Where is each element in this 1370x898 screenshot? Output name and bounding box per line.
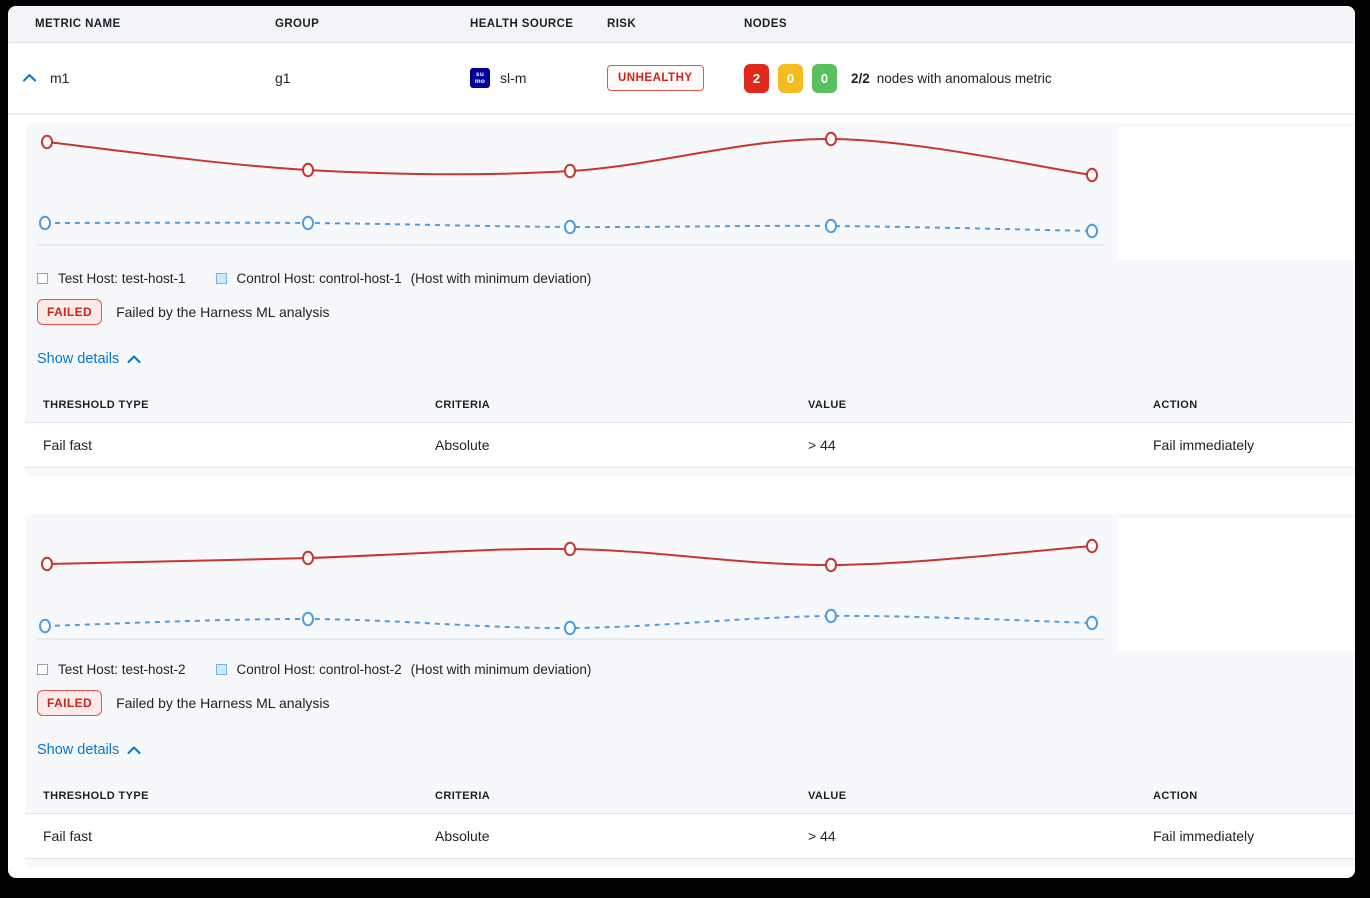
show-details-link-1[interactable]: Show details bbox=[37, 351, 141, 367]
line-chart bbox=[37, 538, 1105, 640]
th-threshold-type: THRESHOLD TYPE bbox=[43, 399, 149, 411]
threshold-details-table-2: THRESHOLD TYPE CRITERIA VALUE ACTION Fai… bbox=[25, 779, 1355, 859]
th-action: ACTION bbox=[1153, 790, 1198, 802]
healthy-nodes-badge: 0 bbox=[812, 63, 837, 93]
td-value: > 44 bbox=[808, 437, 836, 453]
chart-side-panel bbox=[1117, 127, 1355, 260]
th-value: VALUE bbox=[808, 399, 847, 411]
sumo-logic-icon: su mo bbox=[470, 68, 490, 88]
col-header-health-source: HEALTH SOURCE bbox=[470, 18, 574, 30]
failed-status-badge: FAILED bbox=[37, 299, 103, 325]
test-host-checkbox[interactable] bbox=[37, 272, 48, 284]
test-host-checkbox[interactable] bbox=[37, 663, 48, 675]
analysis-status-row-1: FAILED Failed by the Harness ML analysis bbox=[25, 299, 1355, 325]
threshold-details-table-1: THRESHOLD TYPE CRITERIA VALUE ACTION Fai… bbox=[25, 388, 1355, 468]
nodes-ratio: 2/2 bbox=[851, 70, 870, 86]
td-action: Fail immediately bbox=[1153, 828, 1255, 844]
th-criteria: CRITERIA bbox=[435, 399, 491, 411]
col-header-group: GROUP bbox=[275, 18, 320, 30]
th-value: VALUE bbox=[808, 790, 847, 802]
metric-name: m1 bbox=[50, 70, 70, 86]
nodes-summary-label: nodes with anomalous metric bbox=[876, 70, 1052, 86]
table-header: METRIC NAME GROUP HEALTH SOURCE RISK NOD… bbox=[8, 6, 1355, 43]
chart-side-panel bbox=[1117, 518, 1355, 651]
chart-legend-2: Test Host: test-host-2 Control Host: con… bbox=[25, 660, 1355, 678]
td-value: > 44 bbox=[808, 828, 836, 844]
threshold-table-header: THRESHOLD TYPE CRITERIA VALUE ACTION bbox=[25, 388, 1355, 423]
health-source-name: sl-m bbox=[500, 70, 527, 86]
control-host-label: Control Host: control-host-1 bbox=[236, 270, 402, 286]
col-header-metric-name: METRIC NAME bbox=[35, 18, 121, 30]
risk-cell: UNHEALTHY bbox=[607, 65, 744, 91]
collapse-chevron-up-icon[interactable] bbox=[22, 73, 37, 83]
control-host-label: Control Host: control-host-2 bbox=[236, 661, 402, 677]
metric-name-cell: m1 bbox=[22, 70, 275, 86]
td-criteria: Absolute bbox=[435, 828, 490, 844]
threshold-table-header: THRESHOLD TYPE CRITERIA VALUE ACTION bbox=[25, 779, 1355, 814]
nodes-cell: 2 0 0 2/2 nodes with anomalous metric bbox=[744, 63, 1355, 93]
failed-status-message: Failed by the Harness ML analysis bbox=[116, 304, 330, 320]
failed-status-message: Failed by the Harness ML analysis bbox=[116, 695, 330, 711]
test-host-label: Test Host: test-host-2 bbox=[58, 661, 186, 677]
col-header-nodes: NODES bbox=[744, 18, 787, 30]
chevron-up-icon bbox=[127, 746, 141, 754]
col-header-risk: RISK bbox=[607, 18, 637, 30]
legend-control-host[interactable]: Control Host: control-host-2 bbox=[215, 661, 402, 677]
timeseries-chart-2 bbox=[25, 514, 1355, 654]
verification-metrics-panel: METRIC NAME GROUP HEALTH SOURCE RISK NOD… bbox=[8, 6, 1355, 878]
chevron-up-icon bbox=[127, 355, 141, 363]
minimum-deviation-note: (Host with minimum deviation) bbox=[410, 270, 592, 286]
host-analysis-card-1: Test Host: test-host-1 Control Host: con… bbox=[25, 123, 1355, 476]
host-analysis-card-2: Test Host: test-host-2 Control Host: con… bbox=[25, 514, 1355, 867]
legend-control-host[interactable]: Control Host: control-host-1 bbox=[215, 270, 402, 286]
td-threshold-type: Fail fast bbox=[43, 828, 93, 844]
group-name: g1 bbox=[275, 70, 291, 86]
th-action: ACTION bbox=[1153, 399, 1198, 411]
minimum-deviation-note: (Host with minimum deviation) bbox=[410, 661, 592, 677]
health-source-cell: su mo sl-m bbox=[470, 68, 607, 88]
metric-row[interactable]: m1 g1 su mo sl-m UNHEALTHY 2 0 0 2/2 nod… bbox=[8, 43, 1355, 115]
threshold-table-row: Fail fast Absolute > 44 Fail immediately bbox=[25, 814, 1355, 859]
td-threshold-type: Fail fast bbox=[43, 437, 93, 453]
risk-status-badge: UNHEALTHY bbox=[607, 65, 704, 91]
timeseries-chart-1 bbox=[25, 123, 1355, 263]
th-criteria: CRITERIA bbox=[435, 790, 491, 802]
td-criteria: Absolute bbox=[435, 437, 490, 453]
legend-test-host[interactable]: Test Host: test-host-1 bbox=[37, 271, 186, 286]
group-cell: g1 bbox=[275, 70, 470, 86]
threshold-table-row: Fail fast Absolute > 44 Fail immediately bbox=[25, 423, 1355, 468]
unhealthy-nodes-badge: 2 bbox=[744, 63, 769, 93]
control-host-checkbox[interactable] bbox=[215, 663, 227, 675]
line-chart bbox=[37, 131, 1105, 246]
warning-nodes-badge: 0 bbox=[778, 63, 803, 93]
show-details-link-2[interactable]: Show details bbox=[37, 742, 141, 758]
td-action: Fail immediately bbox=[1153, 437, 1255, 453]
chart-legend-1: Test Host: test-host-1 Control Host: con… bbox=[25, 269, 1355, 287]
legend-test-host[interactable]: Test Host: test-host-2 bbox=[37, 662, 186, 677]
analysis-status-row-2: FAILED Failed by the Harness ML analysis bbox=[25, 690, 1355, 716]
failed-status-badge: FAILED bbox=[37, 690, 103, 716]
control-host-checkbox[interactable] bbox=[215, 272, 227, 284]
th-threshold-type: THRESHOLD TYPE bbox=[43, 790, 149, 802]
test-host-label: Test Host: test-host-1 bbox=[58, 270, 186, 286]
